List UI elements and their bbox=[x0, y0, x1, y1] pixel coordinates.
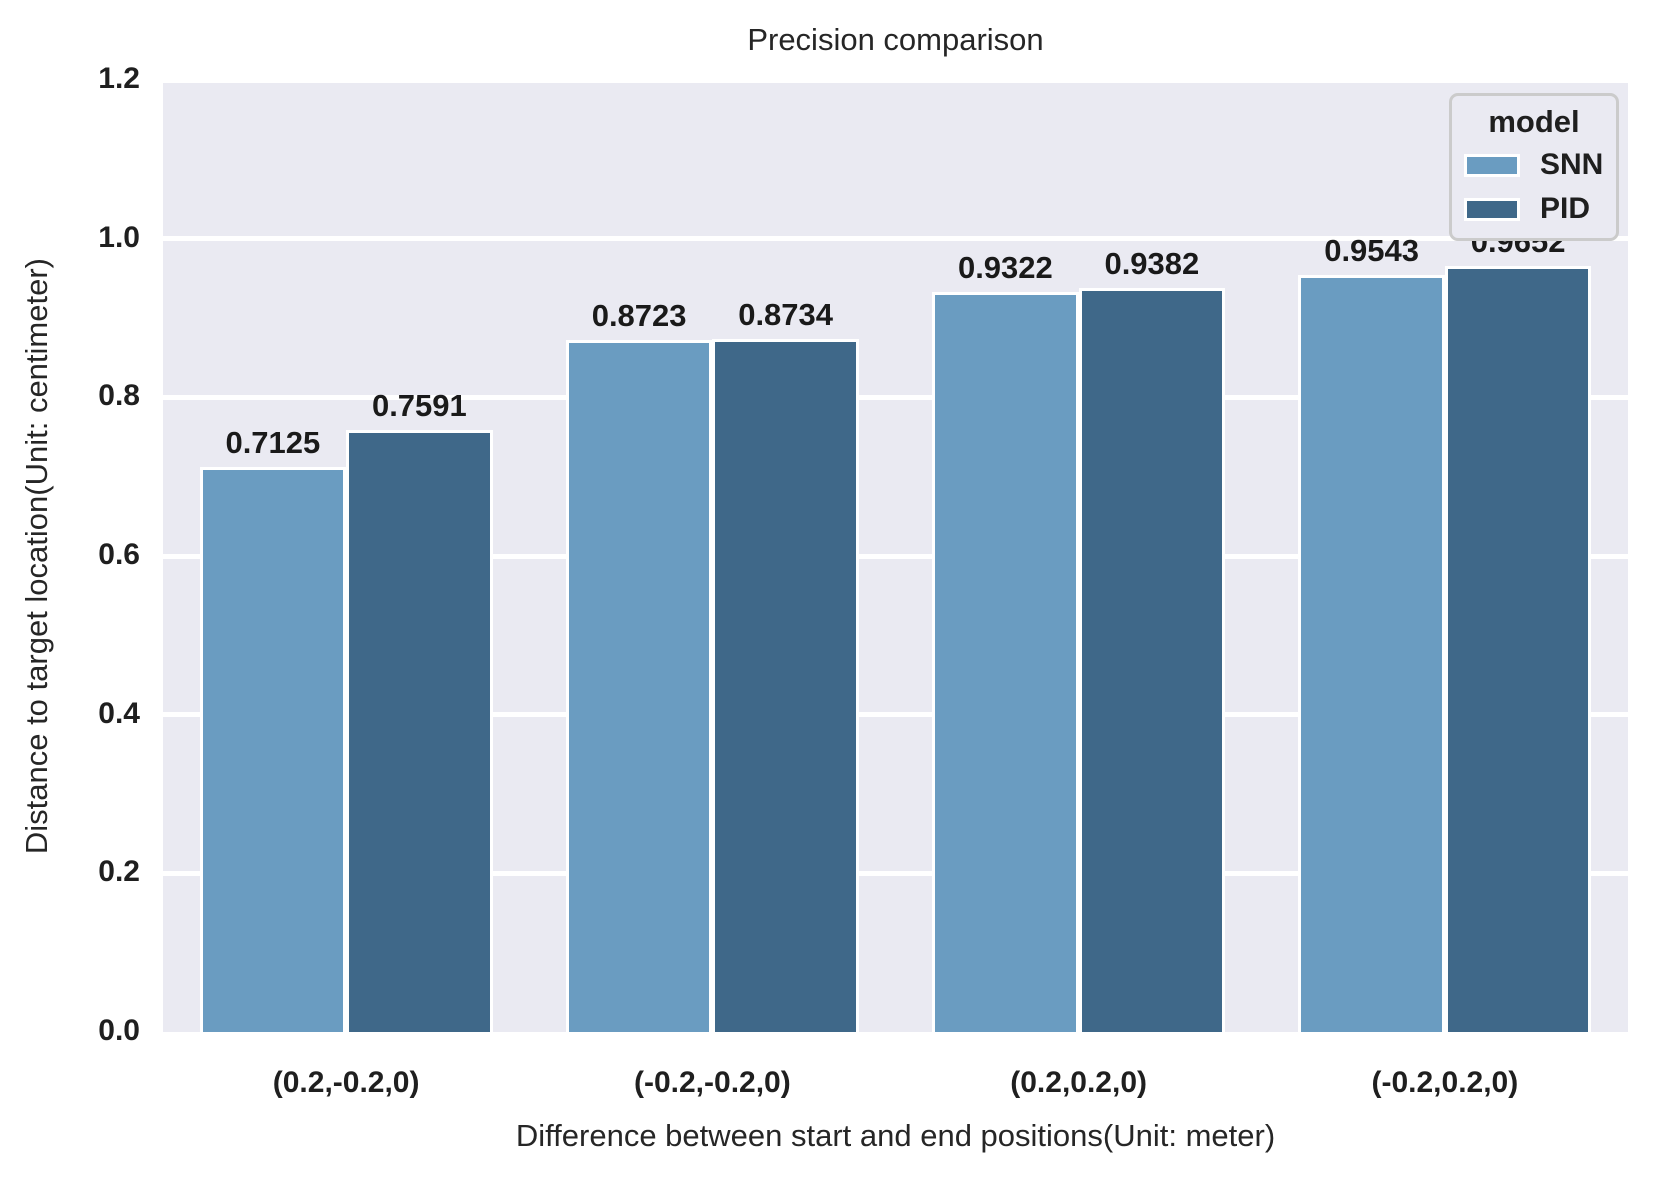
bar-pid-2 bbox=[1078, 287, 1226, 1032]
gridline bbox=[163, 80, 1628, 83]
gridline bbox=[163, 712, 1628, 718]
x-axis-label: Difference between start and end positio… bbox=[515, 1118, 1276, 1153]
legend-label-snn: SNN bbox=[1540, 148, 1604, 181]
legend-swatch-pid bbox=[1464, 197, 1520, 221]
y-axis-label: Distance to target location(Unit: centim… bbox=[6, 80, 68, 1032]
bar-pid-3 bbox=[1444, 266, 1592, 1032]
x-tick-label-0: (0.2,-0.2,0) bbox=[272, 1066, 420, 1099]
bar-value-label-snn-2: 0.9322 bbox=[957, 250, 1053, 286]
gridline bbox=[163, 553, 1628, 559]
gridline bbox=[163, 236, 1628, 242]
legend: model SNN PID bbox=[1449, 93, 1619, 241]
legend-item-pid: PID bbox=[1464, 192, 1604, 226]
legend-item-snn: SNN bbox=[1464, 148, 1604, 182]
y-axis-label-text: Distance to target location(Unit: centim… bbox=[19, 257, 54, 855]
bar-value-label-snn-0: 0.7125 bbox=[225, 424, 321, 460]
legend-label-pid: PID bbox=[1540, 192, 1591, 225]
bar-snn-2 bbox=[932, 292, 1079, 1032]
bar-snn-3 bbox=[1298, 274, 1445, 1032]
bar-value-label-pid-0: 0.7591 bbox=[371, 387, 467, 423]
bar-value-label-snn-1: 0.8723 bbox=[591, 297, 687, 333]
bar-pid-0 bbox=[346, 429, 493, 1032]
bar-pid-1 bbox=[712, 339, 859, 1032]
bar-value-label-pid-2: 0.9382 bbox=[1104, 245, 1200, 281]
legend-swatch-snn bbox=[1464, 153, 1520, 177]
bar-value-label-snn-3: 0.9543 bbox=[1324, 232, 1420, 268]
x-tick-label-3: (-0.2,0.2,0) bbox=[1371, 1066, 1519, 1099]
legend-title: model bbox=[1488, 104, 1580, 139]
x-tick-label-1: (-0.2,-0.2,0) bbox=[634, 1066, 791, 1099]
plot-area: 0.7125 0.8723 0.9322 0.9543 0.7591 0.8734 0.93… bbox=[163, 80, 1628, 1032]
bar-snn-1 bbox=[565, 339, 713, 1032]
bar-snn-0 bbox=[199, 466, 347, 1032]
gridline bbox=[163, 870, 1628, 876]
gridline bbox=[163, 394, 1628, 400]
chart-title: Precision comparison bbox=[747, 22, 1044, 57]
bar-value-label-pid-1: 0.8734 bbox=[738, 297, 834, 333]
x-tick-label-2: (0.2,0.2,0) bbox=[1010, 1066, 1147, 1099]
